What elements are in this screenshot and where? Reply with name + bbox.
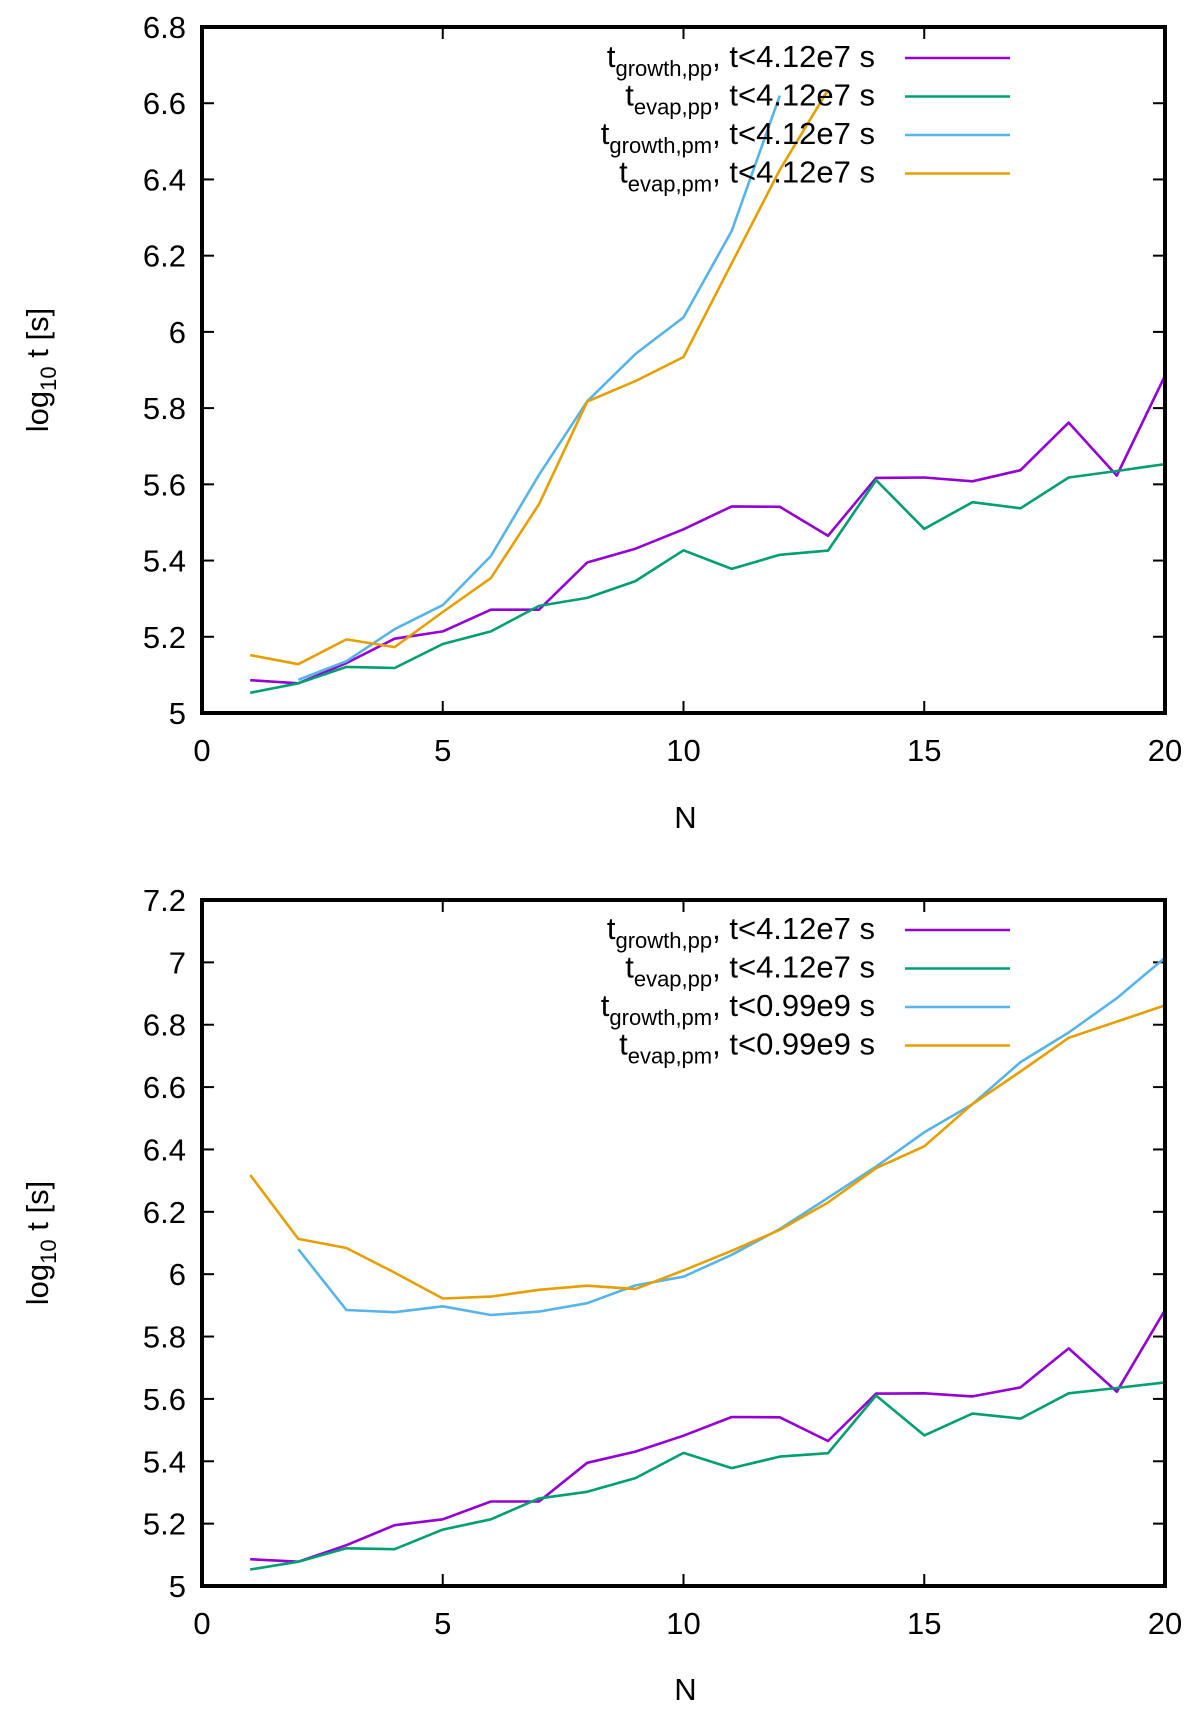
y-tick-label: 6.4 — [143, 1132, 186, 1167]
series-line-evap-pm — [249, 89, 830, 666]
y-tick-label: 5.2 — [143, 620, 186, 655]
x-axis-label: N — [674, 800, 696, 835]
x-tick-label: 0 — [193, 733, 210, 768]
plot-frame — [200, 25, 1167, 715]
legend-entry: tevap,pp, t<4.12e7 s — [625, 950, 875, 992]
legend-entry: tevap,pm, t<4.12e7 s — [619, 155, 875, 197]
y-axis-label: log10 t [s] — [20, 308, 61, 432]
y-axis-label: log10 t [s] — [20, 1181, 61, 1305]
x-tick-label: 15 — [907, 733, 941, 768]
legend-entry: tgrowth,pm, t<0.99e9 s — [601, 988, 875, 1030]
x-tick-label: 0 — [193, 1606, 210, 1641]
x-tick-label: 10 — [666, 1606, 700, 1641]
series-line-growth-pm — [297, 956, 1166, 1317]
series-line-evap-pm — [249, 1004, 1166, 1300]
x-tick-label: 5 — [434, 733, 451, 768]
y-tick-label: 6.8 — [143, 1008, 186, 1043]
x-tick-label: 15 — [907, 1606, 941, 1641]
legend-entry: tgrowth,pp, t<4.12e7 s — [607, 911, 875, 953]
x-tick-label: 5 — [434, 1606, 451, 1641]
x-tick-label: 20 — [1148, 733, 1182, 768]
y-tick-label: 5.8 — [143, 1320, 186, 1355]
legend-entry: tgrowth,pp, t<4.12e7 s — [607, 39, 875, 81]
series-line-evap-pp — [249, 462, 1166, 695]
y-tick-label: 6.6 — [143, 1070, 186, 1105]
y-tick-label: 6.4 — [143, 162, 186, 197]
y-tick-label: 6 — [169, 315, 186, 350]
y-tick-label: 5.6 — [143, 467, 186, 502]
y-tick-label: 5.4 — [143, 1444, 186, 1479]
series-line-growth-pp — [250, 1309, 1167, 1563]
y-tick-label: 7 — [169, 945, 186, 980]
plot-frame — [200, 898, 1167, 1588]
y-tick-label: 6.8 — [143, 10, 186, 45]
y-tick-label: 6.2 — [143, 239, 186, 274]
y-tick-label: 5.8 — [143, 391, 186, 426]
y-tick-label: 5.6 — [143, 1382, 186, 1417]
x-tick-label: 10 — [666, 733, 700, 768]
series-line-growth-pm — [297, 95, 782, 682]
legend-entry: tevap,pm, t<0.99e9 s — [619, 1027, 875, 1069]
x-tick-label: 20 — [1148, 1606, 1182, 1641]
x-axis-label: N — [674, 1672, 696, 1707]
series-line-evap-pp — [249, 1381, 1166, 1571]
y-tick-label: 5.4 — [143, 544, 186, 579]
chart-panel-top: 55.25.45.65.866.26.46.66.80 5 10 15 20tgrowt… — [20, 10, 1182, 835]
series-line-growth-pp — [250, 375, 1167, 685]
legend-entry: tevap,pp, t<4.12e7 s — [625, 78, 875, 120]
y-tick-label: 5.2 — [143, 1507, 186, 1542]
y-tick-label: 5 — [169, 696, 186, 731]
y-tick-label: 6 — [169, 1257, 186, 1292]
chart-panel-bottom: 55.25.45.65.866.26.46.66.877.20 5 10 15 20tg… — [20, 883, 1182, 1707]
y-tick-label: 5 — [169, 1569, 186, 1604]
y-tick-label: 7.2 — [143, 883, 186, 918]
y-tick-label: 6.2 — [143, 1195, 186, 1230]
y-tick-label: 6.6 — [143, 86, 186, 121]
legend-entry: tgrowth,pm, t<4.12e7 s — [601, 116, 875, 158]
